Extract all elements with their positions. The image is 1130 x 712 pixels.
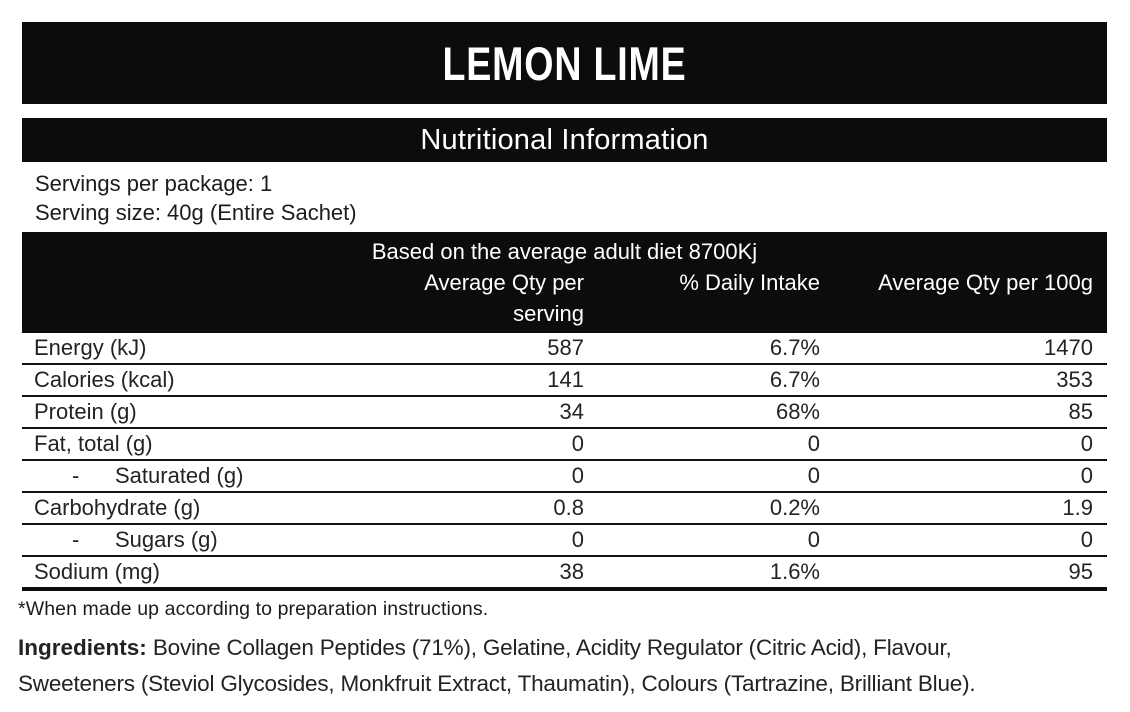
row-label: Fat, total (g) [22,429,362,459]
value-per-100g: 1.9 [1062,495,1093,520]
row-label-text: Protein (g) [34,399,137,424]
product-title: LEMON LIME [442,36,687,90]
row-label: - Sugars (g) [22,525,362,555]
value-daily-intake: 0.2% [769,495,820,520]
serving-size: Serving size: 40g (Entire Sachet) [35,200,357,225]
table-row-energy: Energy (kJ) 587 6.7% 1470 [22,333,1107,365]
row-label-text: Saturated (g) [115,463,244,488]
value-daily-intake: 1.6% [769,559,820,584]
row-label-text: Energy (kJ) [34,335,147,360]
servings-per-package: Servings per package: 1 [35,171,273,196]
row-label: - Saturated (g) [22,461,362,491]
value-per-100g: 0 [1080,527,1093,552]
value-per-serving: 0 [571,527,584,552]
column-header-avg-per-serving: Average Qty per serving [424,270,584,326]
table-row-sugars: - Sugars (g) 0 0 0 [22,525,1107,557]
value-per-serving: 587 [547,335,584,360]
table-row-calories: Calories (kcal) 141 6.7% 353 [22,365,1107,397]
value-per-100g: 1470 [1044,335,1093,360]
column-header-empty [22,267,362,329]
table-bottom-rule [22,587,1107,591]
servings-block: Servings per package: 1 Serving size: 40… [35,169,1130,227]
nutrition-table: Based on the average adult diet 8700Kj A… [22,232,1107,587]
indent-dash: - [72,527,80,552]
indent-dash: - [72,463,80,488]
table-row-saturated: - Saturated (g) 0 0 0 [22,461,1107,493]
preparation-footnote: *When made up according to preparation i… [18,598,489,620]
ingredients-line-2: Sweeteners (Steviol Glycosides, Monkfrui… [18,671,976,696]
value-per-100g: 95 [1068,559,1093,584]
value-per-serving: 0 [571,431,584,456]
row-label-text: Sodium (mg) [34,559,160,584]
value-per-100g: 0 [1080,463,1093,488]
value-per-serving: 38 [559,559,584,584]
table-row-sodium: Sodium (mg) 38 1.6% 95 [22,557,1107,587]
row-label: Energy (kJ) [22,333,362,363]
value-daily-intake: 0 [807,527,820,552]
product-title-bar: LEMON LIME [22,22,1107,104]
nutritional-information-bar: Nutritional Information [22,118,1107,162]
value-daily-intake: 6.7% [769,367,820,392]
row-label-text: Fat, total (g) [34,431,153,456]
value-daily-intake: 0 [807,463,820,488]
column-header-avg-per-100g: Average Qty per 100g [878,270,1093,295]
row-label-text: Calories (kcal) [34,367,175,392]
row-label: Protein (g) [22,397,362,427]
column-headers-row: Average Qty per serving % Daily Intake A… [22,267,1107,329]
value-per-serving: 0 [571,463,584,488]
row-label: Calories (kcal) [22,365,362,395]
table-header: Based on the average adult diet 8700Kj A… [22,232,1107,333]
table-row-carbohydrate: Carbohydrate (g) 0.8 0.2% 1.9 [22,493,1107,525]
value-daily-intake: 68% [775,399,820,424]
row-label: Sodium (mg) [22,557,362,587]
value-per-serving: 0.8 [553,495,584,520]
ingredients-line-1-text: Bovine Collagen Peptides (71%), Gelatine… [146,635,952,660]
table-row-fat-total: Fat, total (g) 0 0 0 [22,429,1107,461]
ingredients-line-1: Ingredients: Bovine Collagen Peptides (7… [18,630,1130,666]
value-per-100g: 85 [1068,399,1093,424]
value-per-serving: 141 [547,367,584,392]
nutritional-information-title: Nutritional Information [420,123,709,156]
ingredients-heading: Ingredients: [18,635,147,660]
row-label: Carbohydrate (g) [22,493,362,523]
value-daily-intake: 6.7% [769,335,820,360]
value-per-100g: 353 [1056,367,1093,392]
value-per-serving: 34 [559,399,584,424]
ingredients-paragraph: Ingredients: Bovine Collagen Peptides (7… [18,630,1130,702]
row-label-text: Sugars (g) [115,527,218,552]
based-on-line: Based on the average adult diet 8700Kj [371,239,758,264]
column-header-daily-intake: % Daily Intake [679,270,820,295]
row-label-text: Carbohydrate (g) [34,495,201,520]
value-per-100g: 0 [1080,431,1093,456]
table-row-protein: Protein (g) 34 68% 85 [22,397,1107,429]
nutrition-label-page: LEMON LIME Nutritional Information Servi… [0,22,1130,712]
value-daily-intake: 0 [807,431,820,456]
